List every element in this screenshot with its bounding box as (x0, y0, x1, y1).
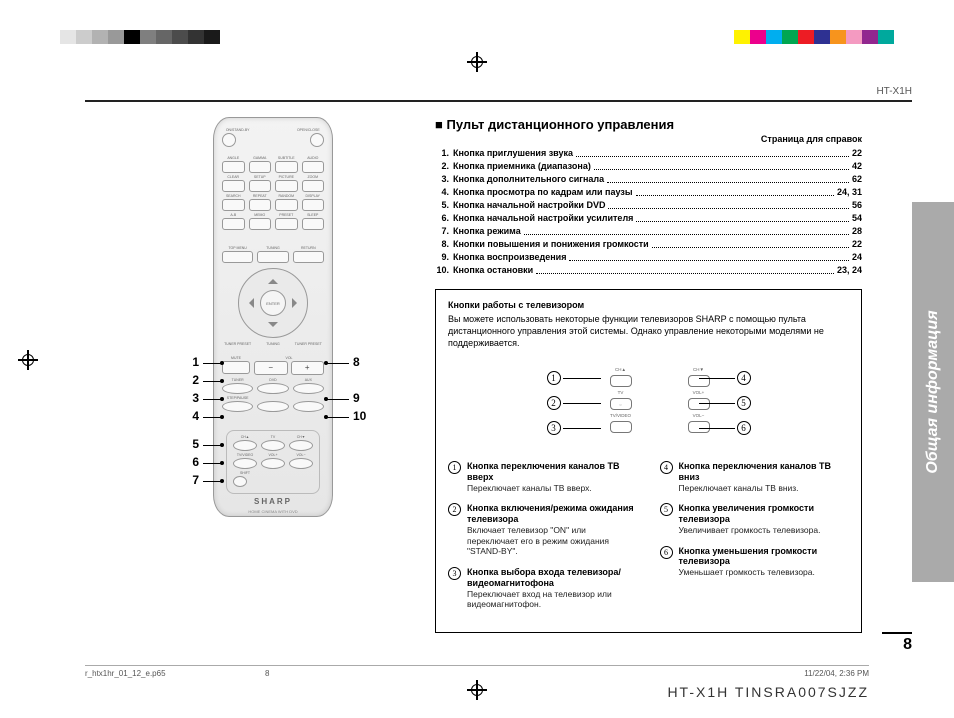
tv-desc-item: 6Кнопка уменьшения громкости телевизораУ… (660, 546, 850, 578)
callout-left: 4 (181, 409, 199, 423)
tv-box-header: Кнопки работы с телевизором (448, 300, 849, 312)
footer-page: 8 (265, 669, 385, 678)
callout-left: 6 (181, 455, 199, 469)
tv-box-intro: Вы можете использовать некоторые функции… (448, 314, 849, 349)
callout-left: 3 (181, 391, 199, 405)
tv-desc-item: 2Кнопка включения/режима ожидания телеви… (448, 503, 638, 556)
callout-right: 9 (353, 391, 360, 405)
remote-brand-sub: HOME CINEMA WITH DVD (214, 509, 332, 514)
tv-desc-item: 1Кнопка переключения каналов ТВ вверхПер… (448, 461, 638, 493)
registration-mark-bottom (467, 680, 487, 700)
toc-row: 2.Кнопка приемника (диапазона) 42 (435, 160, 862, 173)
callout-left: 7 (181, 473, 199, 487)
remote-diagram-area: ON/STAND-BYOPEN/CLOSE ANGLEGAMMASUBTITLE… (85, 117, 425, 638)
remote-brand: SHARP (214, 497, 332, 506)
footer: r_htx1hr_01_12_e.p65 8 11/22/04, 2:36 PM (85, 665, 869, 678)
toc-list: 1.Кнопка приглушения звука 222.Кнопка пр… (435, 147, 862, 277)
registration-bar (60, 30, 894, 44)
side-tab-label: Общая информация (924, 310, 942, 473)
footer-timestamp: 11/22/04, 2:36 PM (804, 669, 869, 678)
model-line: HT-X1H TINSRA007SJZZ (667, 684, 869, 700)
callout-right: 8 (353, 355, 360, 369)
header-model: HT-X1H (876, 86, 912, 97)
toc-row: 9.Кнопка воспроизведения 24 (435, 251, 862, 264)
toc-row: 7.Кнопка режима 28 (435, 225, 862, 238)
tv-desc-item: 3Кнопка выбора входа телевизора/ видеома… (448, 567, 638, 610)
toc-row: 10.Кнопка остановки 23, 24 (435, 264, 862, 277)
remote-control: ON/STAND-BYOPEN/CLOSE ANGLEGAMMASUBTITLE… (213, 117, 333, 517)
text-column: Пульт дистанционного управления Страница… (425, 117, 862, 638)
toc-row: 8.Кнопки повышения и понижения громкости… (435, 238, 862, 251)
registration-mark-top (467, 52, 487, 72)
page-frame: HT-X1H Общая информация ON/STAND-BYOPEN/… (85, 100, 912, 648)
section-title: Пульт дистанционного управления (435, 117, 862, 132)
tv-functions-box: Кнопки работы с телевизором Вы можете ис… (435, 289, 862, 632)
dpad: ENTER (238, 268, 308, 338)
toc-row: 1.Кнопка приглушения звука 22 (435, 147, 862, 160)
tv-button-diagram: CH▲ TV○ TV/VIDEO CH▼ VOL+ VOL− 1 2 3 (519, 359, 779, 449)
tv-descriptions: 1Кнопка переключения каналов ТВ вверхПер… (448, 461, 849, 620)
toc-row: 5.Кнопка начальной настройки DVD 56 (435, 199, 862, 212)
toc-row: 4.Кнопка просмотра по кадрам или паузы 2… (435, 186, 862, 199)
tv-desc-item: 4Кнопка переключения каналов ТВ внизПере… (660, 461, 850, 493)
side-tab: Общая информация (912, 202, 954, 582)
reference-note: Страница для справок (435, 134, 862, 144)
page-num-rule (882, 632, 912, 634)
callout-right: 10 (353, 409, 366, 423)
toc-row: 3.Кнопка дополнительного сигнала 62 (435, 173, 862, 186)
callout-left: 1 (181, 355, 199, 369)
callout-left: 2 (181, 373, 199, 387)
tv-desc-item: 5Кнопка увеличения громкости телевизораУ… (660, 503, 850, 535)
toc-row: 6.Кнопка начальной настройки усилителя 5… (435, 212, 862, 225)
callout-left: 5 (181, 437, 199, 451)
page-number: 8 (903, 636, 912, 654)
registration-mark-left (18, 350, 38, 370)
footer-filename: r_htx1hr_01_12_e.p65 (85, 669, 265, 678)
